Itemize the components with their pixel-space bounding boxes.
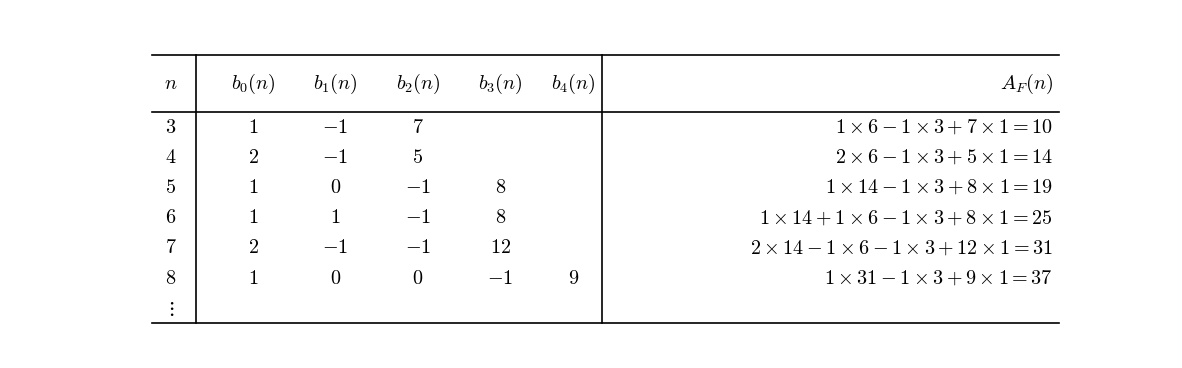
Text: $1$: $1$ [248,118,259,137]
Text: $9$: $9$ [569,269,579,287]
Text: $1$: $1$ [330,208,340,227]
Text: $2\times6-1\times3+5\times1=14$: $2\times6-1\times3+5\times1=14$ [834,148,1053,167]
Text: $2$: $2$ [247,238,259,257]
Text: $1\times14-1\times3+8\times1=19$: $1\times14-1\times3+8\times1=19$ [825,178,1053,197]
Text: $0$: $0$ [330,178,342,197]
Text: $b_2(n)$: $b_2(n)$ [396,72,441,96]
Text: $5$: $5$ [165,178,176,197]
Text: $1\times31-1\times3+9\times1=37$: $1\times31-1\times3+9\times1=37$ [824,269,1053,287]
Text: $8$: $8$ [165,269,176,287]
Text: $0$: $0$ [413,269,423,287]
Text: $1$: $1$ [248,178,259,197]
Text: $7$: $7$ [164,238,176,257]
Text: $7$: $7$ [413,118,424,137]
Text: $6$: $6$ [165,208,176,227]
Text: $3$: $3$ [165,118,176,137]
Text: $A_F(n)$: $A_F(n)$ [1000,72,1053,96]
Text: $b_3(n)$: $b_3(n)$ [478,72,522,96]
Text: $-1$: $-1$ [323,148,349,167]
Text: $5$: $5$ [413,148,423,167]
Text: $-1$: $-1$ [405,238,431,257]
Text: $12$: $12$ [489,238,511,257]
Text: $2\times14-1\times6-1\times3+12\times1=31$: $2\times14-1\times6-1\times3+12\times1=3… [749,238,1053,257]
Text: $-1$: $-1$ [323,238,349,257]
Text: $b_1(n)$: $b_1(n)$ [313,72,358,96]
Text: $1$: $1$ [248,269,259,287]
Text: $\vdots$: $\vdots$ [167,299,175,318]
Text: $b_4(n)$: $b_4(n)$ [551,72,596,96]
Text: $1\times6-1\times3+7\times1=10$: $1\times6-1\times3+7\times1=10$ [834,118,1053,137]
Text: $n$: $n$ [164,74,177,93]
Text: $8$: $8$ [495,178,506,197]
Text: $1\times14+1\times6-1\times3+8\times1=25$: $1\times14+1\times6-1\times3+8\times1=25… [759,208,1053,227]
Text: $2$: $2$ [247,148,259,167]
Text: $-1$: $-1$ [487,269,513,287]
Text: $0$: $0$ [330,269,342,287]
Text: $8$: $8$ [495,208,506,227]
Text: $4$: $4$ [165,148,176,167]
Text: $1$: $1$ [248,208,259,227]
Text: $-1$: $-1$ [405,178,431,197]
Text: $-1$: $-1$ [405,208,431,227]
Text: $b_0(n)$: $b_0(n)$ [230,72,275,96]
Text: $-1$: $-1$ [323,118,349,137]
